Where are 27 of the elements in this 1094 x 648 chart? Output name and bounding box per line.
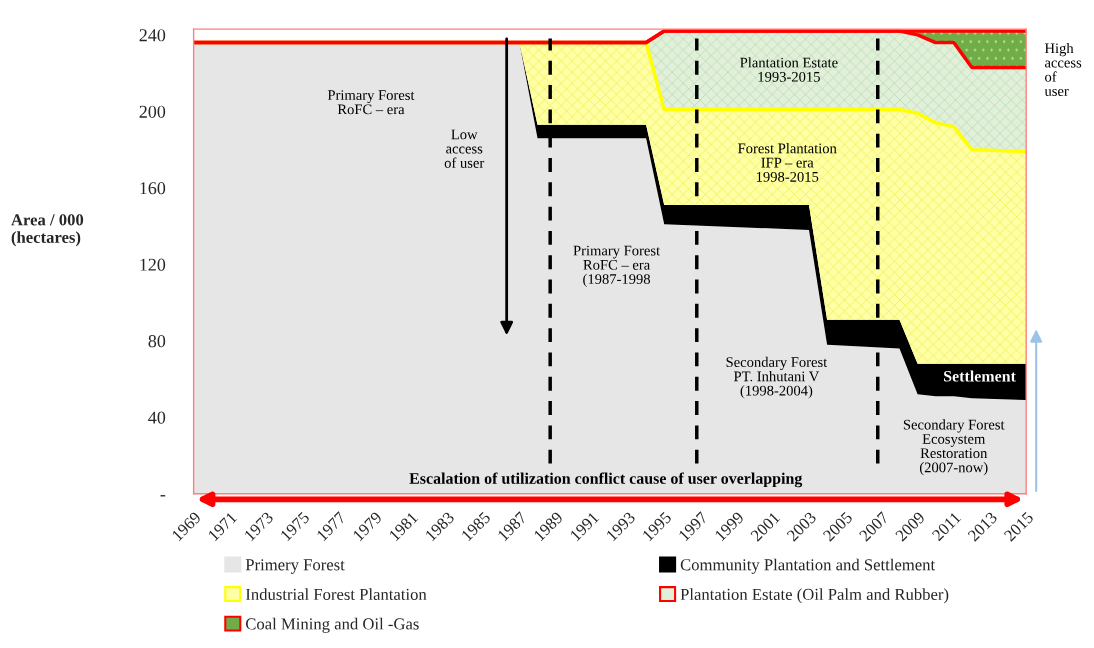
annotation: Secondary Forest Ecosystem Restoration (2007-now) — [903, 419, 1005, 476]
legend-label: Plantation Estate (Oil Palm and Rubber) — [680, 588, 949, 604]
annotation: Primary Forest RoFC – era (1987-1998 — [573, 245, 661, 287]
y-tick-label: 80 — [148, 335, 166, 348]
x-tick-label: 1981 — [388, 511, 419, 542]
x-tick-label: 2011 — [931, 511, 962, 542]
y-axis-title: Area / 000 (hectares) — [11, 214, 84, 247]
annotation: Plantation Estate 1993-2015 — [740, 57, 838, 82]
legend-label: Primery Forest — [245, 559, 345, 574]
annotation: Settlement — [944, 370, 1016, 382]
text: High access of user — [1044, 42, 1082, 96]
legend-label: Coal Mining and Oil -Gas — [245, 617, 419, 633]
legend-label: Community Plantation and Settlement — [680, 558, 936, 574]
annotation: Low access of user — [444, 129, 485, 168]
y-tick-label: 40 — [148, 411, 166, 424]
annotation: Escalation of utilization conflict cause of user overlapping — [409, 472, 803, 488]
x-tick-label: 1971 — [207, 511, 238, 542]
y-tick-label: 160 — [140, 182, 166, 195]
y-tick-label: 240 — [139, 29, 166, 42]
y-tick-label: 120 — [140, 258, 166, 271]
annotation: Primary Forest RoFC – era — [327, 90, 415, 115]
annotation: Forest Plantation IFP – era 1998-2015 — [738, 143, 837, 182]
y-tick-label: - — [160, 495, 166, 497]
annotation: Secondary Forest PT. Inhutani V (1998-2004) — [726, 356, 828, 399]
legend-label: Industrial Forest Plantation — [245, 588, 427, 600]
y-tick-label: 200 — [139, 105, 166, 118]
x-tick-label: 1991 — [569, 511, 600, 542]
